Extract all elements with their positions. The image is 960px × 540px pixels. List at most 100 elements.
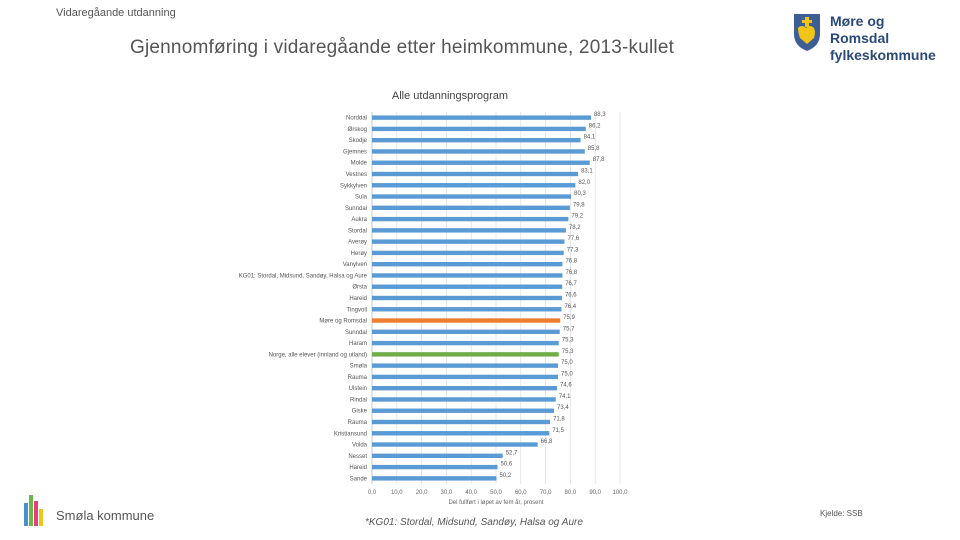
data-label: 88,3 [594, 112, 606, 118]
logo-line-2: fylkeskommune [830, 47, 936, 63]
category-label: Vanylven [343, 262, 367, 268]
category-label: Gjemnes [343, 149, 367, 155]
data-label: 75,3 [562, 338, 574, 344]
data-label: 75,9 [563, 315, 575, 321]
bar [372, 419, 551, 425]
category-label: Skodje [349, 138, 368, 144]
bar [372, 442, 538, 447]
category-label: Stordal [348, 228, 367, 234]
bar [372, 160, 590, 165]
bar [372, 307, 562, 312]
coat-of-arms-icon [794, 14, 820, 51]
x-tick-label: 30,0 [441, 490, 453, 496]
bar [372, 464, 498, 470]
category-label: Rauma [348, 420, 368, 426]
data-label: 50,6 [500, 462, 512, 468]
x-tick-label: 100,0 [612, 490, 628, 496]
x-tick-label: 70,0 [540, 490, 552, 496]
category-label: Sunndal [345, 206, 367, 212]
data-label: 82,0 [578, 180, 590, 186]
chart-title: Alle utdanningsprogram [391, 90, 509, 102]
category-label: Hareid [349, 465, 367, 471]
bar [372, 137, 581, 143]
category-label: Sunndal [345, 330, 367, 336]
category-label: Ørskog [348, 127, 367, 133]
data-label: 76,8 [565, 259, 577, 265]
data-label: 76,7 [565, 281, 577, 287]
bar [372, 228, 566, 233]
category-label: Ørsta [352, 285, 367, 291]
data-label: 84,1 [584, 135, 596, 141]
x-tick-label: 20,0 [416, 490, 428, 496]
source-label: Kjelde: SSB [820, 509, 863, 518]
bar [372, 476, 497, 481]
category-label: Volda [352, 443, 368, 449]
bar [372, 273, 563, 278]
x-tick-label: 40,0 [465, 490, 477, 496]
category-label: Rindal [350, 397, 367, 403]
category-label: Vestnes [346, 172, 367, 178]
data-label: 74,1 [559, 394, 571, 400]
x-tick-label: 90,0 [589, 490, 601, 496]
x-tick-label: 60,0 [515, 490, 527, 496]
bar [372, 149, 585, 154]
bar [372, 171, 579, 177]
category-label: Molde [351, 161, 368, 167]
data-label: 86,2 [589, 123, 601, 129]
bar [372, 261, 563, 267]
brand-stripes-icon [24, 493, 44, 526]
bar [372, 374, 558, 380]
data-label: 87,8 [593, 157, 605, 163]
data-label: 79,2 [571, 214, 583, 220]
category-label: Sykkylven [340, 183, 367, 189]
bar [372, 126, 586, 132]
category-label: Herøy [351, 251, 367, 257]
bar [372, 453, 503, 459]
category-label: Rauma [348, 375, 368, 381]
category-label: Haram [349, 341, 367, 347]
category-label: Kristiansund [334, 431, 367, 437]
x-tick-label: 0,0 [368, 490, 377, 496]
data-label: 71,8 [553, 417, 565, 423]
data-label: 75,0 [561, 371, 573, 377]
bar [372, 284, 563, 289]
bar [372, 239, 565, 244]
bar [372, 183, 576, 188]
bar [372, 194, 572, 199]
category-label: Giske [352, 409, 368, 415]
data-label: 52,7 [506, 450, 518, 456]
data-label: 83,1 [581, 169, 593, 175]
x-tick-label: 10,0 [391, 490, 403, 496]
data-label: 77,3 [567, 247, 579, 253]
data-label: 76,4 [564, 304, 576, 310]
x-tick-label: 80,0 [565, 490, 577, 496]
data-label: 77,6 [567, 236, 579, 242]
bar [372, 250, 564, 256]
category-label: Sande [350, 476, 368, 482]
data-label: 66,8 [541, 439, 553, 445]
data-label: 80,3 [574, 191, 586, 197]
category-label: Ulstein [349, 386, 367, 392]
bar [372, 431, 550, 436]
bar [372, 205, 570, 211]
page-title: Gjennomføring i vidaregåande etter heimk… [130, 37, 675, 58]
data-label: 76,6 [565, 293, 577, 299]
category-label: Hareid [349, 296, 367, 302]
data-label: 50,2 [499, 473, 511, 479]
bar [372, 397, 556, 402]
category-label: Smøla [350, 364, 368, 370]
logo: Møre og Romsdal fylkeskommune [790, 10, 940, 63]
data-label: 73,4 [557, 405, 569, 411]
category-label: Tingvoll [347, 307, 367, 313]
data-label: 75,0 [561, 360, 573, 366]
data-label: 75,7 [563, 326, 575, 332]
data-label: 75,3 [562, 349, 574, 355]
data-label: 85,8 [588, 146, 600, 152]
logo-text: Møre og Romsdal fylkeskommune [830, 13, 940, 64]
bar [372, 318, 561, 323]
section-label: Vidaregåande utdanning [56, 7, 176, 19]
data-label: 79,8 [573, 202, 585, 208]
bar [372, 408, 555, 413]
data-label: 74,6 [560, 383, 572, 389]
